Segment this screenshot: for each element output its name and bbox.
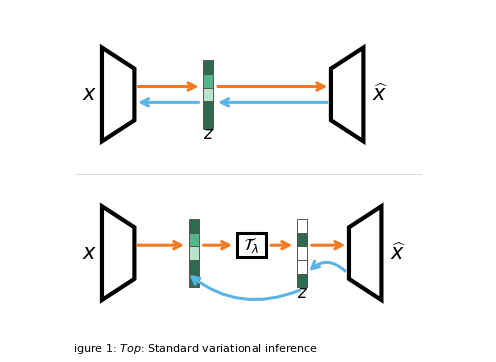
Text: $\mathcal{T}_\lambda$: $\mathcal{T}_\lambda$ — [244, 235, 260, 255]
Bar — [189, 260, 199, 274]
Bar — [297, 274, 307, 287]
Bar — [203, 74, 213, 88]
Bar — [189, 274, 199, 287]
Bar — [189, 219, 199, 232]
Text: $z$: $z$ — [203, 125, 214, 143]
Bar — [237, 233, 266, 257]
Polygon shape — [102, 206, 134, 300]
Bar — [203, 88, 213, 101]
Text: $\widehat{x}$: $\widehat{x}$ — [390, 242, 406, 264]
Polygon shape — [102, 47, 134, 141]
Bar — [203, 101, 213, 115]
Bar — [203, 115, 213, 129]
Bar — [297, 232, 307, 246]
Bar — [297, 219, 307, 232]
Text: igure 1: $\mathit{Top}$: Standard variational inference: igure 1: $\mathit{Top}$: Standard variat… — [73, 342, 318, 356]
Text: $\widehat{x}$: $\widehat{x}$ — [372, 84, 387, 105]
Polygon shape — [331, 47, 364, 141]
Text: $z$: $z$ — [297, 284, 308, 302]
Bar — [189, 246, 199, 260]
Text: $x$: $x$ — [82, 243, 97, 263]
Bar — [297, 260, 307, 274]
Text: $x$: $x$ — [82, 84, 97, 105]
Bar — [203, 60, 213, 74]
Bar — [297, 246, 307, 260]
Polygon shape — [349, 206, 381, 300]
Bar — [189, 232, 199, 246]
